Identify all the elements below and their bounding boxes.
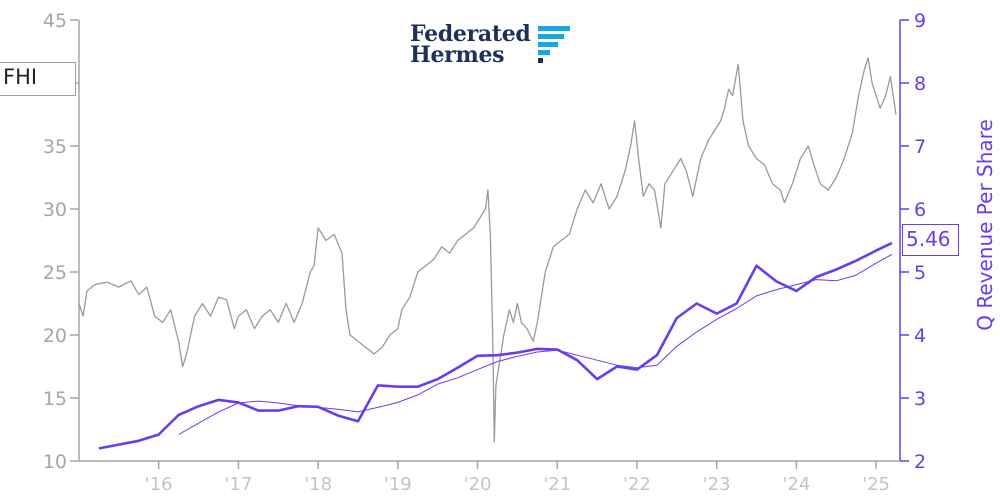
x-tick-label: '18 xyxy=(304,474,332,495)
federated-hermes-f-mark-icon xyxy=(538,26,570,63)
left-y-axis: 1015202530354045 xyxy=(43,10,80,473)
logo-word-hermes: Hermes xyxy=(410,42,505,68)
right-axis-label: Q Revenue Per Share xyxy=(973,119,997,331)
left-tick-label: 30 xyxy=(43,199,67,221)
federated-hermes-logo: Federated Hermes xyxy=(410,20,580,68)
x-tick-label: '24 xyxy=(782,474,810,495)
x-tick-label: '21 xyxy=(543,474,571,495)
revenue-trend-line xyxy=(178,253,893,435)
price-line xyxy=(78,57,897,443)
left-tick-label: 25 xyxy=(43,262,67,284)
latest-revenue-value-box: 5.46 xyxy=(902,224,959,256)
right-tick-label: 7 xyxy=(914,136,926,158)
x-tick-label: '19 xyxy=(384,474,412,495)
logo-word-federated: Federated xyxy=(410,21,531,47)
left-tick-label: 15 xyxy=(43,388,67,410)
x-tick-label: '16 xyxy=(145,474,173,495)
left-tick-label: 10 xyxy=(43,451,67,473)
right-tick-label: 4 xyxy=(914,325,926,347)
right-y-axis: 2 3 4 5 6 7 8 9 xyxy=(899,10,926,473)
latest-revenue-value: 5.46 xyxy=(906,227,951,251)
x-tick-label: '22 xyxy=(623,474,651,495)
x-axis: '16 '17 '18 '19 '20 '21 '22 '23 '24 '25 xyxy=(79,460,900,495)
right-tick-label: 6 xyxy=(914,199,926,221)
x-tick-label: '17 xyxy=(224,474,252,495)
ticker-label-box: FHI xyxy=(0,62,76,96)
series-layer xyxy=(78,57,897,450)
right-tick-label: 3 xyxy=(914,388,926,410)
right-tick-label: 2 xyxy=(914,451,926,473)
right-tick-label: 8 xyxy=(914,73,926,95)
right-tick-label: 5 xyxy=(914,262,926,284)
revenue-per-share-line xyxy=(98,241,893,450)
x-tick-label: '20 xyxy=(464,474,492,495)
x-tick-label: '23 xyxy=(703,474,731,495)
ticker-symbol: FHI xyxy=(3,65,38,89)
left-tick-label: 20 xyxy=(43,325,67,347)
left-tick-label: 45 xyxy=(43,10,67,32)
right-tick-label: 9 xyxy=(914,10,926,32)
x-tick-label: '25 xyxy=(862,474,890,495)
left-tick-label: 35 xyxy=(43,136,67,158)
